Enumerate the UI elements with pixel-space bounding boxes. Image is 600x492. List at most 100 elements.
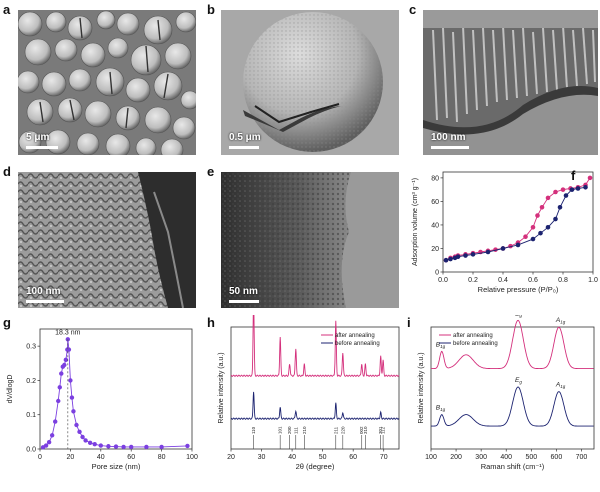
x-tick-label: 0.2 xyxy=(468,277,478,284)
sem-image-b: 0.5 μm xyxy=(221,10,399,155)
tem-image-e: 50 nm xyxy=(221,172,399,308)
reference-label: 210 xyxy=(302,426,307,434)
data-point xyxy=(63,357,69,363)
data-point xyxy=(106,444,111,449)
data-point xyxy=(515,242,521,248)
data-point xyxy=(500,246,506,251)
data-point xyxy=(523,234,528,240)
x-tick-label: 80 xyxy=(158,454,166,461)
data-point xyxy=(121,444,126,450)
data-point xyxy=(62,362,67,368)
series-line-1 xyxy=(445,186,586,261)
x-axis-label: 2θ (degree) xyxy=(296,462,335,471)
sem-image-d: 100 nm xyxy=(18,172,196,308)
chart-g: 0 20 40 60 80 100 Pore size (nm) dV/dlogD 0.0 0.1… xyxy=(7,328,198,471)
data-point xyxy=(56,398,61,404)
raman-line-0 xyxy=(431,319,594,370)
y-tick-label: 0 xyxy=(435,270,439,277)
reference-label: 112 xyxy=(381,426,386,434)
y-axis-label: Adsorption volume (cm³ g⁻¹) xyxy=(412,178,419,266)
y-tick-label: 60 xyxy=(431,199,439,206)
sphere-drawing xyxy=(221,10,399,155)
data-point xyxy=(46,439,52,445)
data-point xyxy=(535,213,540,218)
data-point xyxy=(77,429,82,435)
data-point xyxy=(80,434,85,440)
x-axis-label: Relative pressure (P/P₀) xyxy=(478,285,559,294)
x-tick-label: 100 xyxy=(186,454,198,461)
scale-label-c: 100 nm xyxy=(431,132,466,143)
x-tick-label: 30 xyxy=(258,454,266,461)
data-point xyxy=(43,443,49,448)
data-point xyxy=(563,193,569,198)
reference-label: 101 xyxy=(278,426,283,434)
panel-a: a xyxy=(0,0,200,160)
data-point xyxy=(545,195,551,201)
legend-label-before: before annealing xyxy=(335,341,380,347)
data-point xyxy=(144,444,149,450)
panel-label-h: h xyxy=(207,315,215,330)
panel-label-c: c xyxy=(409,2,417,17)
sem-image-a: 5 μm xyxy=(18,10,196,155)
x-tick-label: 400 xyxy=(500,454,512,461)
panel-d: d 100 nm xyxy=(0,160,200,310)
data-point xyxy=(92,442,97,447)
data-point xyxy=(83,438,88,443)
x-tick-label: 500 xyxy=(525,454,537,461)
scale-bar-a xyxy=(26,146,58,149)
scale-label-e: 50 nm xyxy=(229,286,258,297)
x-axis-label: Pore size (nm) xyxy=(92,462,141,471)
data-point xyxy=(545,224,551,230)
scale-label-d: 100 nm xyxy=(26,286,61,297)
panel-h: h 20 30 40 50 60 70 2θ (degree) Relative intens… xyxy=(205,298,405,487)
x-tick-label: 40 xyxy=(97,454,105,461)
y-axis-label: dV/dlogD xyxy=(7,375,14,404)
peak-annotation: 18.3 nm xyxy=(55,329,80,336)
panel-label-e: e xyxy=(207,164,215,179)
x-tick-label: 60 xyxy=(127,454,135,461)
scale-bar-d xyxy=(26,300,64,303)
data-point xyxy=(530,224,536,230)
panel-label-g: g xyxy=(3,315,11,330)
data-point xyxy=(185,443,190,449)
nanorods-drawing xyxy=(423,10,598,155)
x-tick-label: 0 xyxy=(38,454,42,461)
data-point xyxy=(539,204,545,210)
x-tick-label: 600 xyxy=(551,454,563,461)
x-tick-label: 200 xyxy=(450,454,462,461)
peak-label: B1g xyxy=(436,341,446,349)
panel-f: f 0.0 0.2 0.4 0.6 0.8 1.0 Relative pressure (P… xyxy=(405,160,600,310)
chart-h: 20 30 40 50 60 70 2θ (degree) Relative intensit… xyxy=(218,298,400,471)
scale-bar-c xyxy=(431,146,469,149)
x-tick-label: 100 xyxy=(425,454,437,461)
x-tick-label: 60 xyxy=(349,454,357,461)
reference-label: 002 xyxy=(359,426,364,434)
data-point xyxy=(569,187,575,192)
x-tick-label: 0.8 xyxy=(558,277,568,284)
reference-label: 111 xyxy=(293,427,298,434)
series-line-0 xyxy=(445,177,591,261)
microspheres-drawing xyxy=(18,10,196,155)
chart-f: 0.0 0.2 0.4 0.6 0.8 1.0 Relative pressure (P/P… xyxy=(412,171,598,294)
peak-label: Eg xyxy=(515,377,522,385)
data-point xyxy=(57,385,62,390)
x-tick-label: 1.0 xyxy=(588,277,598,284)
x-tick-label: 20 xyxy=(67,454,75,461)
tem-drawing xyxy=(221,172,399,308)
reference-label: 211 xyxy=(333,426,338,434)
data-point xyxy=(575,186,581,191)
plot-frame xyxy=(39,328,193,450)
y-tick-label: 40 xyxy=(431,222,439,229)
data-point xyxy=(463,253,468,258)
reference-label: 310 xyxy=(363,426,368,434)
data-point xyxy=(583,184,588,190)
data-point xyxy=(87,440,93,446)
data-point xyxy=(553,189,558,195)
data-point xyxy=(66,347,72,352)
y-tick-label: 0.0 xyxy=(26,447,36,454)
x-tick-label: 700 xyxy=(576,454,588,461)
panel-label-i: i xyxy=(407,315,411,330)
y-tick-label: 20 xyxy=(431,246,439,253)
x-tick-label: 0.6 xyxy=(528,277,538,284)
x-tick-label: 70 xyxy=(380,454,388,461)
